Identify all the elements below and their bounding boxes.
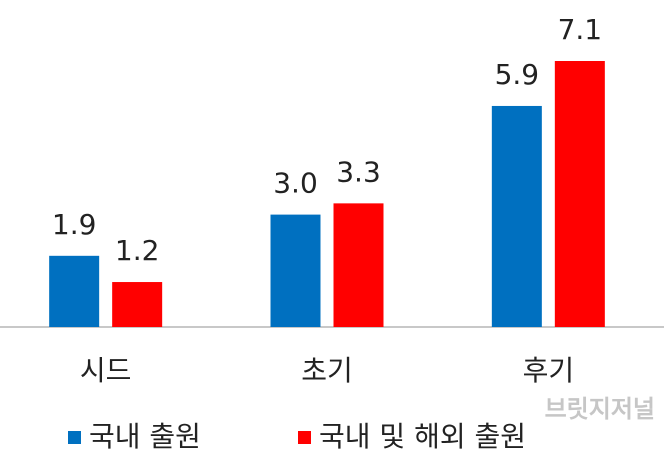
x-tick-label: 초기 (301, 354, 353, 387)
bar (554, 61, 605, 327)
bar (333, 203, 384, 327)
value-label: 5.9 (495, 58, 540, 91)
x-tick-label: 후기 (523, 354, 575, 387)
legend-swatch (298, 431, 311, 444)
legend-swatch (68, 431, 81, 444)
x-tick-label: 시드 (80, 354, 132, 387)
watermark: 브릿지저널 (545, 395, 655, 423)
value-label: 7.1 (558, 13, 603, 46)
bar (112, 282, 163, 327)
value-label: 1.2 (115, 234, 160, 267)
value-label: 3.3 (336, 155, 381, 188)
value-label: 1.9 (52, 208, 97, 241)
legend-label: 국내 출원 (89, 420, 201, 453)
bar (270, 214, 321, 327)
bar (49, 255, 100, 327)
legend-label: 국내 및 해외 출원 (319, 420, 526, 453)
bar (491, 105, 542, 327)
value-label: 3.0 (273, 167, 318, 200)
